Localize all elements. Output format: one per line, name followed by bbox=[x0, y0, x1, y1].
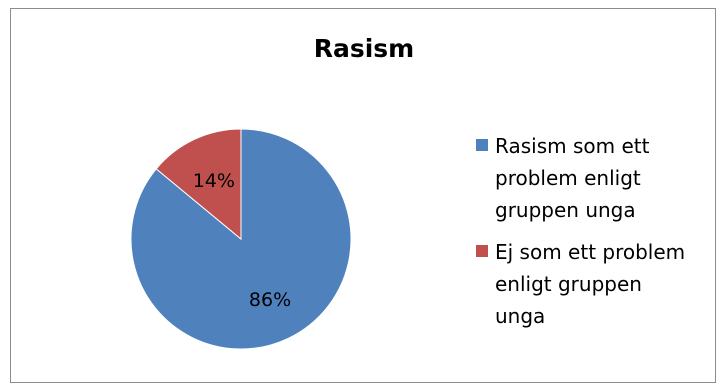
legend-swatch-icon bbox=[476, 245, 488, 257]
legend-item: Ej som ett problem enligt gruppen unga bbox=[476, 236, 706, 332]
chart-area bbox=[10, 8, 716, 383]
chart-title: Rasism bbox=[313, 34, 415, 63]
data-label: 14% bbox=[193, 170, 235, 192]
pie-slice bbox=[155, 128, 242, 241]
legend: Rasism som ett problem enligt gruppen un… bbox=[476, 130, 706, 342]
data-label: 86% bbox=[249, 289, 291, 311]
legend-item: Rasism som ett problem enligt gruppen un… bbox=[476, 130, 706, 226]
legend-label: Rasism som ett problem enligt gruppen un… bbox=[495, 134, 650, 222]
legend-swatch-icon bbox=[476, 139, 488, 151]
legend-label: Ej som ett problem enligt gruppen unga bbox=[495, 240, 686, 328]
